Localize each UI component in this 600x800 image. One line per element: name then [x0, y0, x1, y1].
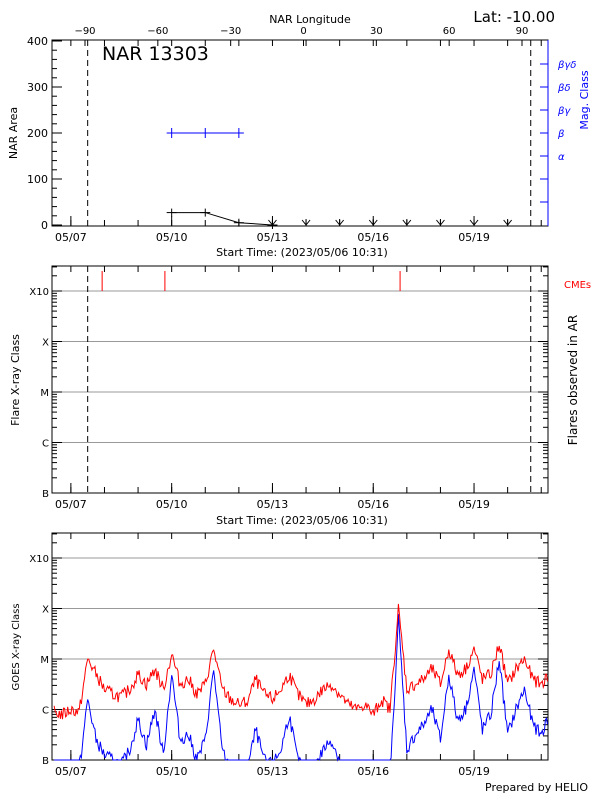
lon-tick-label: −60	[147, 26, 168, 37]
area-line	[171, 212, 273, 226]
lon-tick-label: 60	[443, 26, 456, 37]
down-arrow-marker	[335, 219, 345, 226]
class-tick-label: X10	[29, 554, 49, 565]
region-title: NAR 13303	[102, 43, 209, 65]
lon-tick-label: 30	[370, 26, 383, 37]
latitude-label: Lat: -10.00	[473, 8, 555, 26]
flares-right-label: Flares observed in AR	[566, 315, 580, 445]
x-tick-label: 05/13	[257, 765, 289, 778]
class-tick-label: X	[42, 605, 49, 616]
x-tick-label: 05/16	[357, 498, 389, 511]
area-ylabel: NAR Area	[7, 107, 20, 159]
down-arrow-marker	[368, 219, 378, 226]
top-axis-label: NAR Longitude	[269, 13, 351, 26]
x-tick-label: 05/07	[55, 231, 87, 244]
goes-long-channel-line	[53, 603, 548, 720]
y-tick-label: 300	[27, 81, 48, 94]
flare-ylabel: Flare X-ray Class	[9, 334, 22, 426]
mag-tick-label: βδ	[557, 83, 571, 94]
lon-tick-label: −90	[74, 26, 95, 37]
down-arrow-marker	[301, 219, 311, 226]
x-tick-label: 05/10	[156, 231, 188, 244]
x-tick-label: 05/19	[458, 498, 490, 511]
x-tick-label: 05/19	[458, 765, 490, 778]
mag-class-label: Mag. Class	[578, 70, 591, 129]
plot-frame	[51, 532, 549, 761]
x-tick-label: 05/19	[458, 231, 490, 244]
class-tick-label: C	[42, 439, 49, 450]
time-label-2: Start Time: (2023/05/06 10:31)	[216, 514, 388, 527]
class-tick-label: B	[42, 489, 49, 500]
goes-ylabel: GOES X-ray Class	[11, 603, 22, 690]
y-tick-label: 0	[41, 219, 48, 232]
class-tick-label: M	[40, 655, 49, 666]
lon-tick-label: 90	[516, 26, 529, 37]
y-tick-label: 100	[27, 173, 48, 186]
down-arrow-marker	[436, 219, 445, 226]
x-tick-label: 05/07	[55, 765, 87, 778]
mag-tick-label: βγ	[557, 106, 571, 117]
class-tick-label: M	[40, 388, 49, 399]
class-tick-label: C	[42, 706, 49, 717]
goes-short-channel-line	[54, 613, 548, 762]
down-arrow-marker	[503, 219, 513, 226]
x-tick-label: 05/10	[156, 498, 188, 511]
class-tick-label: X10	[29, 287, 49, 298]
y-tick-label: 400	[27, 35, 48, 48]
down-arrow-marker	[268, 219, 277, 226]
mag-tick-label: α	[558, 152, 565, 163]
plot-frame	[51, 265, 549, 494]
down-arrow-marker	[469, 219, 479, 226]
x-tick-label: 05/16	[357, 231, 389, 244]
x-tick-label: 05/13	[257, 231, 289, 244]
y-tick-label: 200	[27, 127, 48, 140]
x-tick-label: 05/16	[357, 765, 389, 778]
class-tick-label: B	[42, 756, 49, 767]
x-tick-label: 05/13	[257, 498, 289, 511]
lon-tick-label: 0	[300, 26, 306, 37]
footer-credit: Prepared by HELIO	[485, 781, 588, 794]
x-tick-label: 05/07	[55, 498, 87, 511]
mag-tick-label: βγδ	[557, 60, 576, 71]
mag-tick-label: β	[557, 129, 565, 140]
cme-label: CMEs	[564, 280, 591, 291]
lon-tick-label: −30	[220, 26, 241, 37]
class-tick-label: X	[42, 338, 49, 349]
down-arrow-marker	[402, 219, 412, 226]
plot-frame	[51, 39, 549, 227]
time-label-1: Start Time: (2023/05/06 10:31)	[216, 246, 388, 259]
x-tick-label: 05/10	[156, 765, 188, 778]
